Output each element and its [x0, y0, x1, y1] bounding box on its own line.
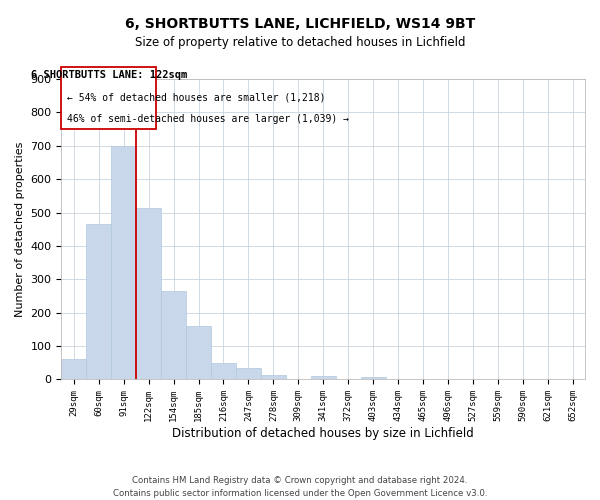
- Text: ← 54% of detached houses are smaller (1,218): ← 54% of detached houses are smaller (1,…: [67, 93, 325, 103]
- Text: Size of property relative to detached houses in Lichfield: Size of property relative to detached ho…: [135, 36, 465, 49]
- Bar: [211, 364, 236, 380]
- Text: 6 SHORTBUTTS LANE: 122sqm: 6 SHORTBUTTS LANE: 122sqm: [31, 70, 187, 81]
- Y-axis label: Number of detached properties: Number of detached properties: [15, 142, 25, 317]
- Bar: [136, 208, 161, 380]
- FancyBboxPatch shape: [61, 68, 156, 129]
- Bar: [261, 376, 286, 380]
- Bar: [86, 224, 111, 380]
- Bar: [61, 360, 86, 380]
- Bar: [311, 376, 335, 380]
- Bar: [186, 326, 211, 380]
- X-axis label: Distribution of detached houses by size in Lichfield: Distribution of detached houses by size …: [172, 427, 474, 440]
- Bar: [161, 291, 186, 380]
- Text: Contains HM Land Registry data © Crown copyright and database right 2024.
Contai: Contains HM Land Registry data © Crown c…: [113, 476, 487, 498]
- Text: 46% of semi-detached houses are larger (1,039) →: 46% of semi-detached houses are larger (…: [67, 114, 349, 124]
- Text: 6, SHORTBUTTS LANE, LICHFIELD, WS14 9BT: 6, SHORTBUTTS LANE, LICHFIELD, WS14 9BT: [125, 18, 475, 32]
- Bar: [236, 368, 261, 380]
- Bar: [111, 146, 136, 380]
- Bar: [361, 377, 386, 380]
